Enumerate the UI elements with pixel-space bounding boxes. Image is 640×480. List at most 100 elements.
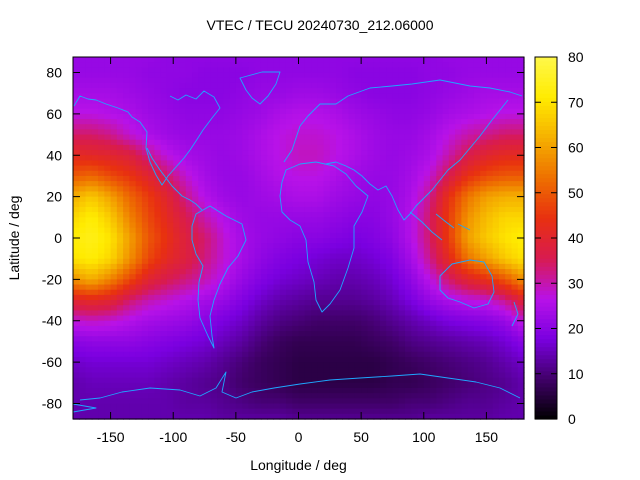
heatmap-cell bbox=[223, 413, 231, 420]
heatmap-cell bbox=[210, 222, 218, 229]
heatmap-cell bbox=[73, 341, 80, 348]
heatmap-cell bbox=[323, 196, 331, 203]
heatmap-cell bbox=[292, 294, 300, 301]
heatmap-cell bbox=[480, 346, 488, 353]
heatmap-cell bbox=[298, 289, 306, 296]
heatmap-cell bbox=[473, 119, 481, 125]
heatmap-cell bbox=[379, 274, 387, 280]
heatmap-cell bbox=[354, 77, 362, 84]
heatmap-cell bbox=[292, 269, 300, 275]
heatmap-cell bbox=[254, 243, 262, 249]
heatmap-cell bbox=[373, 165, 381, 172]
heatmap-cell bbox=[160, 227, 168, 234]
heatmap-cell bbox=[492, 279, 500, 286]
heatmap-cell bbox=[373, 181, 381, 187]
heatmap-cell bbox=[160, 356, 168, 363]
heatmap-cell bbox=[98, 103, 105, 110]
heatmap-cell bbox=[285, 232, 293, 239]
heatmap-cell bbox=[342, 341, 350, 348]
heatmap-cell bbox=[505, 139, 513, 146]
heatmap-cell bbox=[348, 331, 356, 337]
heatmap-cell bbox=[104, 289, 112, 296]
heatmap-cell bbox=[336, 284, 343, 291]
heatmap-cell bbox=[285, 351, 293, 358]
heatmap-cell bbox=[123, 377, 130, 384]
heatmap-cell bbox=[511, 82, 519, 89]
heatmap-cell bbox=[442, 279, 450, 286]
heatmap-cell bbox=[217, 98, 224, 105]
heatmap-cell bbox=[511, 113, 519, 120]
heatmap-cell bbox=[148, 160, 156, 167]
heatmap-cell bbox=[517, 181, 525, 187]
heatmap-cell bbox=[455, 98, 462, 105]
heatmap-cell bbox=[461, 382, 469, 389]
heatmap-cell bbox=[185, 170, 193, 177]
heatmap-cell bbox=[148, 222, 156, 229]
heatmap-cell bbox=[404, 341, 412, 348]
heatmap-cell bbox=[248, 62, 256, 68]
heatmap-cell bbox=[116, 181, 124, 187]
heatmap-cell bbox=[285, 279, 293, 286]
heatmap-cell bbox=[323, 165, 331, 172]
heatmap-cell bbox=[442, 160, 450, 167]
heatmap-cell bbox=[298, 351, 306, 358]
heatmap-cell bbox=[141, 331, 149, 337]
heatmap-cell bbox=[148, 212, 156, 218]
heatmap-cell bbox=[411, 289, 419, 296]
heatmap-cell bbox=[379, 88, 387, 94]
heatmap-cell bbox=[279, 367, 287, 374]
heatmap-cell bbox=[505, 279, 513, 286]
heatmap-cell bbox=[198, 294, 206, 301]
heatmap-cell bbox=[323, 320, 331, 327]
heatmap-cell bbox=[461, 315, 469, 322]
heatmap-cell bbox=[511, 387, 519, 394]
heatmap-cell bbox=[273, 294, 281, 301]
heatmap-cell bbox=[110, 398, 118, 405]
heatmap-cell bbox=[217, 129, 224, 136]
heatmap-cell bbox=[223, 372, 231, 379]
heatmap-cell bbox=[273, 134, 281, 141]
heatmap-cell bbox=[242, 129, 249, 136]
heatmap-cell bbox=[498, 403, 506, 410]
heatmap-cell bbox=[423, 93, 431, 99]
heatmap-cell bbox=[198, 170, 206, 177]
heatmap-cell bbox=[511, 98, 519, 105]
heatmap-cell bbox=[442, 72, 450, 79]
heatmap-cell bbox=[511, 222, 519, 229]
heatmap-cell bbox=[179, 398, 187, 405]
heatmap-cell bbox=[91, 232, 99, 239]
heatmap-cell bbox=[392, 150, 400, 156]
heatmap-cell bbox=[505, 398, 513, 405]
heatmap-cell bbox=[273, 139, 281, 146]
heatmap-cell bbox=[254, 155, 262, 162]
heatmap-cell bbox=[304, 315, 312, 322]
heatmap-cell bbox=[141, 212, 149, 218]
heatmap-cell bbox=[91, 346, 99, 353]
heatmap-cell bbox=[473, 175, 481, 182]
heatmap-cell bbox=[486, 346, 494, 353]
heatmap-cell bbox=[436, 88, 444, 94]
heatmap-cell bbox=[173, 243, 181, 249]
heatmap-cell bbox=[279, 191, 287, 198]
heatmap-cell bbox=[480, 175, 488, 182]
heatmap-cell bbox=[411, 88, 419, 94]
heatmap-cell bbox=[254, 124, 262, 130]
heatmap-cell bbox=[448, 279, 456, 286]
heatmap-cell bbox=[104, 284, 112, 291]
heatmap-cell bbox=[248, 186, 256, 193]
heatmap-cell bbox=[348, 217, 356, 224]
heatmap-cell bbox=[292, 93, 300, 99]
heatmap-cell bbox=[311, 222, 318, 229]
heatmap-cell bbox=[285, 222, 293, 229]
heatmap-cell bbox=[204, 269, 212, 275]
heatmap-cell bbox=[116, 217, 124, 224]
heatmap-cell bbox=[473, 186, 481, 193]
heatmap-cell bbox=[430, 346, 437, 353]
heatmap-cell bbox=[348, 144, 356, 151]
heatmap-cell bbox=[361, 196, 368, 203]
heatmap-cell bbox=[442, 253, 450, 260]
heatmap-cell bbox=[442, 98, 450, 105]
heatmap-cell bbox=[217, 222, 224, 229]
heatmap-cell bbox=[498, 408, 506, 415]
heatmap-cell bbox=[173, 144, 181, 151]
